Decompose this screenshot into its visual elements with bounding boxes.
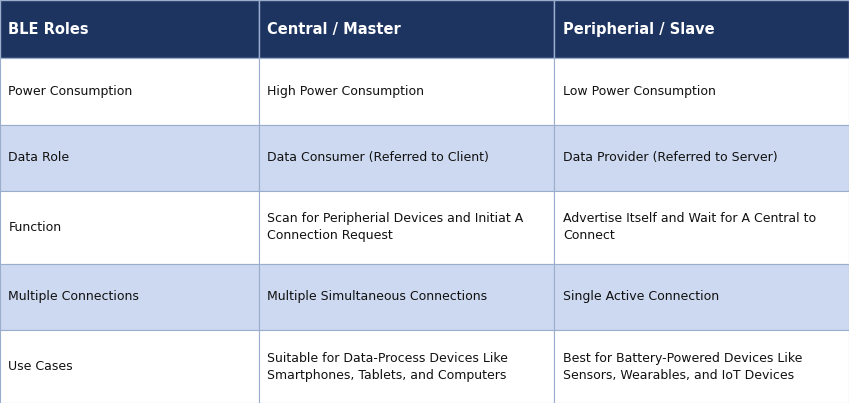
Text: Data Provider (Referred to Server): Data Provider (Referred to Server) (563, 151, 778, 164)
Text: Multiple Simultaneous Connections: Multiple Simultaneous Connections (267, 291, 487, 303)
Bar (554, 58, 849, 125)
Text: Central / Master: Central / Master (267, 22, 402, 37)
Bar (259, 330, 554, 403)
Text: Power Consumption: Power Consumption (8, 85, 132, 98)
Text: Advertise Itself and Wait for A Central to
Connect: Advertise Itself and Wait for A Central … (563, 212, 816, 242)
Bar (0, 191, 259, 264)
Bar (0, 330, 259, 403)
Text: Single Active Connection: Single Active Connection (563, 291, 719, 303)
Text: Scan for Peripherial Devices and Initiat A
Connection Request: Scan for Peripherial Devices and Initiat… (267, 212, 524, 242)
Bar (259, 0, 554, 58)
Text: Function: Function (8, 221, 62, 234)
Bar (554, 125, 849, 191)
Bar (0, 0, 259, 58)
Bar (0, 58, 259, 125)
Text: Best for Battery-Powered Devices Like
Sensors, Wearables, and IoT Devices: Best for Battery-Powered Devices Like Se… (563, 351, 802, 382)
Text: Data Consumer (Referred to Client): Data Consumer (Referred to Client) (267, 151, 489, 164)
Bar (259, 191, 554, 264)
Text: Use Cases: Use Cases (8, 360, 73, 373)
Text: Low Power Consumption: Low Power Consumption (563, 85, 716, 98)
Bar (554, 0, 849, 58)
Bar (554, 330, 849, 403)
Text: Data Role: Data Role (8, 151, 70, 164)
Bar (0, 264, 259, 330)
Bar (259, 58, 554, 125)
Bar (554, 191, 849, 264)
Bar (554, 264, 849, 330)
Bar (0, 125, 259, 191)
Bar (259, 264, 554, 330)
Text: BLE Roles: BLE Roles (8, 22, 89, 37)
Text: High Power Consumption: High Power Consumption (267, 85, 424, 98)
Bar (259, 125, 554, 191)
Text: Peripherial / Slave: Peripherial / Slave (563, 22, 715, 37)
Text: Suitable for Data-Process Devices Like
Smartphones, Tablets, and Computers: Suitable for Data-Process Devices Like S… (267, 351, 509, 382)
Text: Multiple Connections: Multiple Connections (8, 291, 139, 303)
